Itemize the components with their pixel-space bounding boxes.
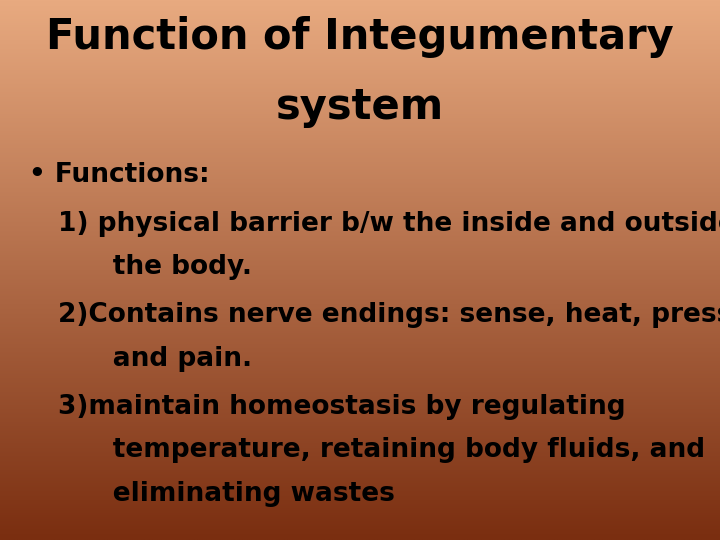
Text: 1) physical barrier b/w the inside and outside of: 1) physical barrier b/w the inside and o… — [58, 211, 720, 237]
Text: 3)maintain homeostasis by regulating: 3)maintain homeostasis by regulating — [58, 394, 625, 420]
Text: system: system — [276, 86, 444, 129]
Text: and pain.: and pain. — [58, 346, 252, 372]
Text: eliminating wastes: eliminating wastes — [58, 481, 395, 507]
Text: Function of Integumentary: Function of Integumentary — [46, 16, 674, 58]
Text: • Functions:: • Functions: — [29, 162, 210, 188]
Text: 2)Contains nerve endings: sense, heat, pressure: 2)Contains nerve endings: sense, heat, p… — [58, 302, 720, 328]
Text: the body.: the body. — [58, 254, 251, 280]
Text: temperature, retaining body fluids, and: temperature, retaining body fluids, and — [58, 437, 705, 463]
